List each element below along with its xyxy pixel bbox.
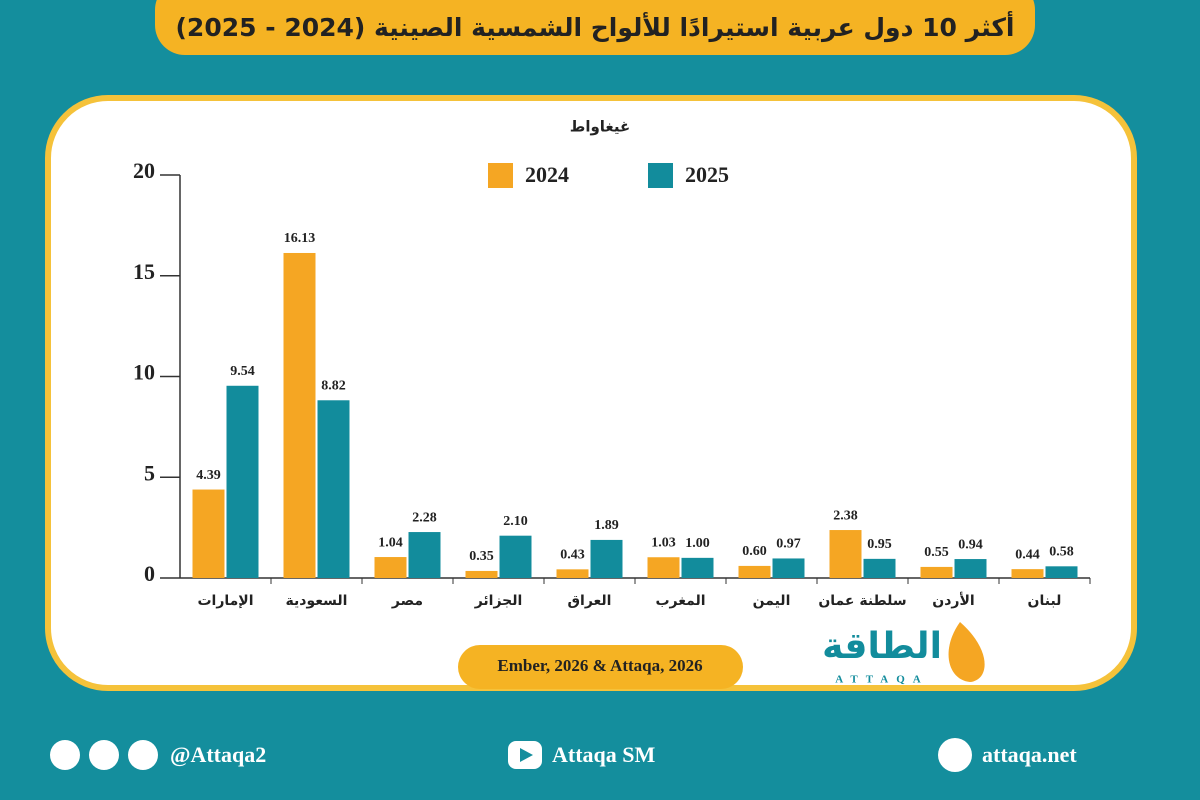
value-label: 2.28 bbox=[412, 510, 437, 525]
social-handle: @Attaqa2 bbox=[170, 742, 266, 767]
footer: @Attaqa2 Attaqa SM attaqa.net bbox=[50, 738, 1077, 772]
x-tick-label: مصر bbox=[391, 593, 423, 609]
value-label: 4.39 bbox=[196, 468, 221, 483]
bar bbox=[1011, 569, 1044, 578]
y-tick-label: 15 bbox=[133, 259, 155, 284]
chart-title: أكثر 10 دول عربية استيرادًا للألواح الشم… bbox=[175, 11, 1014, 43]
value-label: 1.89 bbox=[594, 518, 619, 533]
x-tick-label: اليمن bbox=[753, 593, 791, 609]
youtube-handle: Attaqa SM bbox=[552, 742, 656, 767]
y-tick-label: 0 bbox=[144, 561, 155, 586]
x-tick-label: الجزائر bbox=[474, 593, 523, 609]
source: Ember, 2026 & Attaqa, 2026 bbox=[497, 656, 702, 675]
logo-text: الطاقة bbox=[822, 626, 942, 667]
bar bbox=[829, 530, 862, 578]
x-tick-label: الأردن bbox=[932, 592, 974, 609]
source-pill bbox=[458, 645, 743, 689]
value-label: 1.04 bbox=[378, 535, 403, 550]
value-label: 2.38 bbox=[833, 508, 858, 523]
x-tick-label: المغرب bbox=[655, 593, 705, 609]
title-banner bbox=[155, 0, 1035, 55]
web-icon[interactable] bbox=[938, 738, 972, 772]
bar bbox=[1045, 566, 1078, 578]
bar bbox=[465, 570, 498, 578]
x-tick-label: العراق bbox=[568, 593, 612, 609]
legend-label: 2024 bbox=[525, 162, 569, 187]
bar bbox=[772, 558, 805, 578]
bar bbox=[192, 489, 225, 578]
logo-drop bbox=[948, 622, 985, 682]
value-label: 0.60 bbox=[742, 544, 767, 559]
x-tick-label: سلطنة عمان bbox=[818, 593, 906, 609]
x-tick-label: السعودية bbox=[286, 593, 348, 609]
bar bbox=[590, 539, 623, 578]
y-tick-label: 5 bbox=[144, 460, 155, 485]
youtube-play bbox=[520, 748, 533, 762]
y-tick-label: 20 bbox=[133, 158, 155, 183]
x-tick-label: الإمارات bbox=[197, 593, 253, 609]
value-label: 0.43 bbox=[560, 548, 585, 563]
y-tick-label: 10 bbox=[133, 360, 155, 385]
value-label: 0.95 bbox=[867, 537, 892, 552]
value-label: 2.10 bbox=[503, 514, 528, 529]
bar bbox=[317, 400, 350, 578]
bar bbox=[954, 559, 987, 578]
value-label: 0.58 bbox=[1049, 545, 1074, 560]
bar bbox=[556, 569, 589, 578]
value-label: 0.44 bbox=[1015, 547, 1040, 562]
value-label: 1.00 bbox=[685, 536, 710, 551]
website: attaqa.net bbox=[982, 742, 1077, 767]
bar bbox=[374, 557, 407, 578]
bar bbox=[226, 385, 259, 578]
x-icon[interactable] bbox=[50, 740, 80, 770]
value-label: 1.03 bbox=[651, 535, 676, 550]
legend-swatch bbox=[488, 163, 513, 188]
bar bbox=[408, 532, 441, 578]
legend-swatch bbox=[648, 163, 673, 188]
bar bbox=[647, 557, 680, 578]
value-label: 0.55 bbox=[924, 545, 949, 560]
logo-latin: ATTAQA bbox=[835, 674, 928, 686]
instagram-icon[interactable] bbox=[89, 740, 119, 770]
bar bbox=[499, 535, 532, 578]
bar bbox=[920, 566, 953, 578]
facebook-icon[interactable] bbox=[128, 740, 158, 770]
bar bbox=[863, 558, 896, 578]
y-unit-label: غيغاواط bbox=[570, 118, 631, 136]
logo: الطاقة ATTAQA bbox=[822, 622, 985, 686]
bar bbox=[738, 565, 771, 578]
x-tick-label: لبنان bbox=[1028, 593, 1062, 609]
value-label: 0.94 bbox=[958, 537, 983, 552]
value-label: 9.54 bbox=[230, 364, 255, 379]
value-label: 8.82 bbox=[321, 378, 346, 393]
bar bbox=[681, 557, 714, 578]
legend-label: 2025 bbox=[685, 162, 729, 187]
value-label: 0.97 bbox=[776, 537, 801, 552]
bar bbox=[283, 252, 316, 578]
value-label: 16.13 bbox=[284, 231, 316, 246]
value-label: 0.35 bbox=[469, 549, 494, 564]
